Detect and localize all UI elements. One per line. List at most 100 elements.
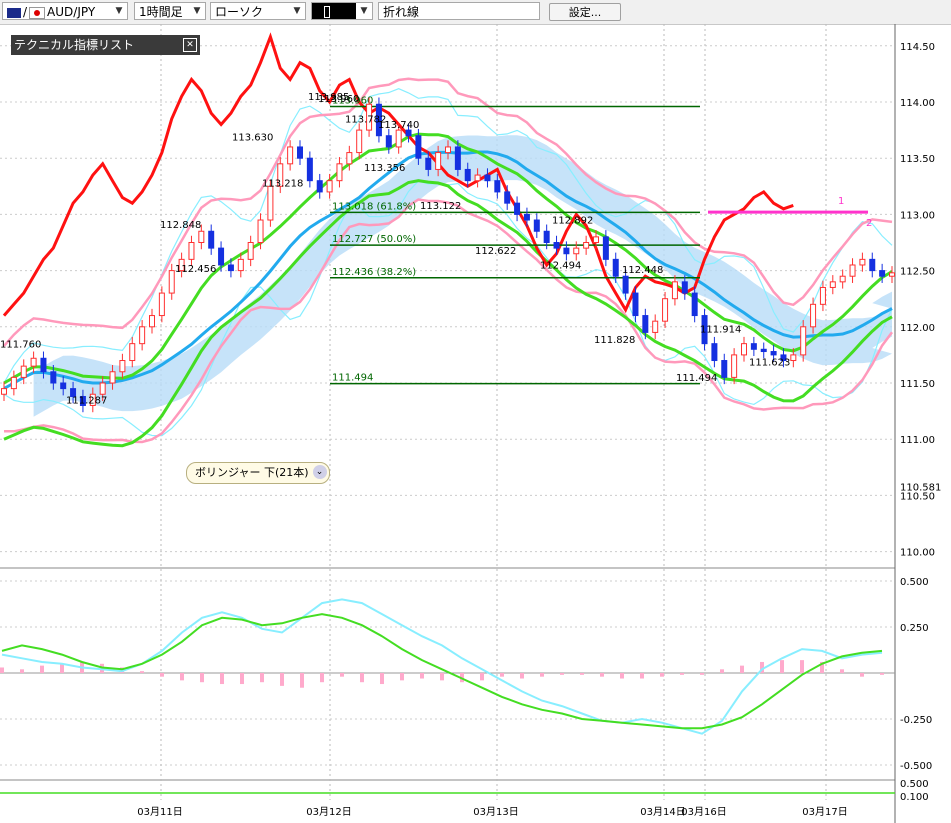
candle-body [741, 343, 747, 356]
candle-body [829, 281, 836, 288]
candle-body [583, 242, 590, 249]
y-tick-label: 112.00 [900, 323, 935, 334]
indicator-list-panel[interactable]: テクニカル指標リスト ✕ [11, 35, 200, 55]
candle-body [731, 354, 738, 378]
candle-body [188, 242, 195, 260]
indicator-list-title: テクニカル指標リスト [14, 38, 135, 52]
candle-body [297, 146, 303, 159]
price-annotation: 112.456 [175, 264, 216, 275]
candle-body [523, 213, 530, 221]
osc-histogram-bar [20, 669, 24, 673]
osc-histogram-bar [220, 673, 224, 685]
candle-body [237, 258, 244, 272]
chevron-down-icon[interactable]: ⌄ [312, 465, 327, 479]
candle-body [247, 242, 254, 260]
candle-body [198, 230, 205, 243]
bollinger-tooltip[interactable]: ボリンジャー 下(21本) ⌄ [186, 462, 330, 484]
price-annotation: 111.287 [66, 395, 107, 406]
ma-slow-lower-line [3, 179, 893, 448]
osc-histogram-bar [780, 660, 784, 673]
osc-histogram-bar [660, 673, 664, 677]
marker-label: 2 [866, 218, 872, 229]
y-tick-label: 114.00 [900, 98, 935, 109]
osc-histogram-bar [380, 673, 384, 685]
candle-body [652, 320, 659, 333]
candle-body [642, 315, 649, 333]
close-icon[interactable]: ✕ [183, 38, 197, 52]
price-annotation: 113.218 [262, 179, 303, 190]
candle-body [612, 258, 619, 277]
osc-tick-label: -0.250 [900, 715, 932, 726]
chevron-down-icon[interactable]: ▼ [193, 6, 201, 16]
osc-tick-label: 0.250 [900, 623, 929, 634]
candle-body [129, 343, 136, 362]
candle-body [10, 376, 17, 390]
bb-upper1 [3, 77, 893, 347]
candle-body [425, 157, 432, 170]
price-annotation: 113.122 [420, 201, 461, 212]
candle-body [178, 258, 185, 272]
candle-body [316, 180, 323, 193]
candle-body [395, 129, 402, 148]
candle-body [50, 371, 57, 384]
candle-body [277, 163, 284, 187]
osc-histogram-bar [720, 669, 724, 673]
candle-body [415, 135, 422, 159]
osc-histogram-bar [400, 673, 404, 681]
symbol-label: AUD/JPY [47, 5, 96, 19]
candle-body [879, 270, 886, 277]
settings-button[interactable]: 設定... [549, 3, 621, 21]
fib-label: 113.960 [332, 95, 373, 106]
tooltip-text: ボリンジャー 下(21本) [195, 466, 309, 479]
osc-histogram-bar [640, 673, 644, 679]
candle-body [543, 230, 550, 243]
line-style-field[interactable]: 折れ線 [378, 2, 540, 20]
candle-body [267, 185, 274, 221]
osc-histogram-bar [260, 673, 264, 683]
candle-body [158, 292, 165, 317]
candle-body [671, 281, 678, 300]
y-tick-label: 111.50 [900, 379, 935, 390]
osc-histogram-bar [820, 661, 824, 673]
candle-body [691, 292, 698, 317]
fibonacci-lines: 113.960 113.018 (61.8%) 112.727 (50.0%) 112… [330, 95, 872, 385]
chevron-down-icon[interactable]: ▼ [293, 6, 301, 16]
candle-body [70, 388, 77, 397]
osc-histogram-bar [60, 663, 64, 673]
candle-body [464, 168, 471, 182]
timeframe-select[interactable]: 1時間足 ▼ [134, 2, 206, 20]
x-tick-label: 03月17日 [802, 806, 847, 818]
candle-body [819, 286, 826, 305]
chart-type-select[interactable]: ローソク ▼ [210, 2, 306, 20]
osc2-tick-label: 0.100 [900, 792, 929, 803]
candle-body [593, 236, 599, 244]
osc-histogram-bar [540, 673, 544, 677]
candle-body [563, 247, 570, 255]
candle-body [326, 180, 333, 193]
line-style-select[interactable]: ▼ [311, 2, 373, 20]
symbol-select[interactable]: / AUD/JPY ▼ [2, 2, 128, 20]
candle-body [711, 343, 718, 362]
candle-body [454, 146, 461, 170]
osc-tick-label: 0.500 [900, 577, 929, 588]
candle-body [435, 152, 442, 170]
price-annotation: 112.848 [160, 220, 201, 231]
price-annotation: 111.760 [0, 339, 41, 350]
osc-histogram-bar [180, 673, 184, 681]
chart-area: 113.960 113.018 (61.8%) 112.727 (50.0%) 112… [0, 24, 941, 823]
osc-histogram-bar [480, 673, 484, 681]
osc-histogram-bar [700, 673, 704, 675]
candle-body [149, 315, 155, 328]
oscillator-pane: 0.500 0.250 -0.250 -0.500 0.500 0.100 [0, 577, 932, 803]
chevron-down-icon[interactable]: ▼ [356, 3, 372, 19]
price-annotation: 113.960 [318, 94, 359, 105]
candle-body [346, 152, 353, 165]
osc-histogram-bar [840, 669, 844, 673]
osc-histogram-bar [600, 673, 604, 677]
candle-body [257, 219, 264, 244]
osc-histogram-bar [740, 665, 744, 673]
price-annotation: 113.356 [364, 163, 405, 174]
chevron-down-icon[interactable]: ▼ [115, 6, 123, 16]
candle-body [504, 191, 511, 204]
